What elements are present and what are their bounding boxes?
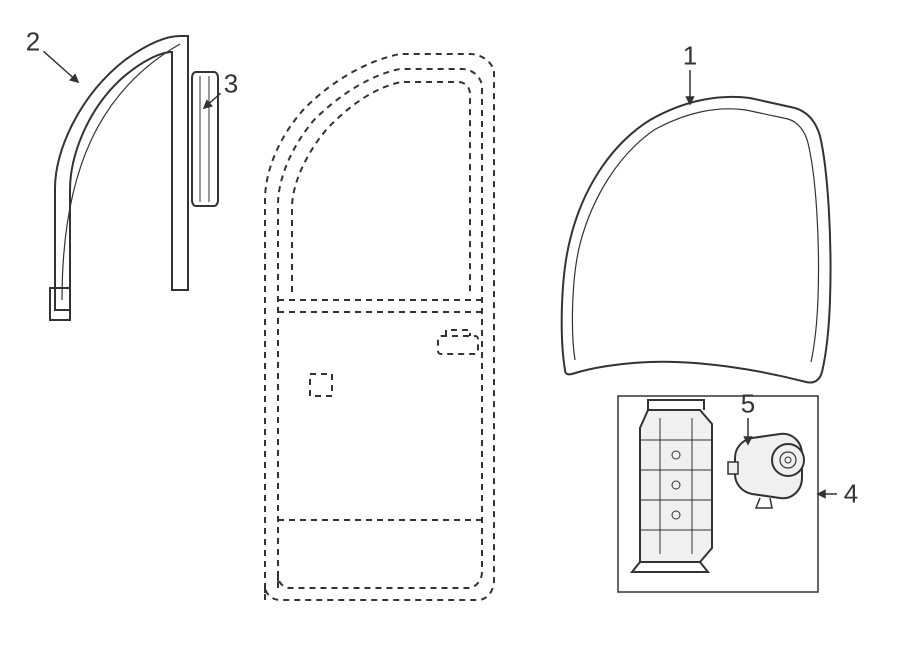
part-1-door-glass bbox=[562, 97, 831, 383]
diagram-svg bbox=[0, 0, 900, 661]
callout-5: 5 bbox=[741, 389, 755, 420]
regulator-rail bbox=[632, 400, 712, 572]
callout-1: 1 bbox=[683, 41, 697, 72]
door-shell-phantom bbox=[265, 54, 494, 600]
part-5-window-motor bbox=[728, 434, 804, 508]
callout-3: 3 bbox=[224, 69, 238, 100]
part-3-pillar-trim bbox=[192, 72, 218, 206]
callout-2: 2 bbox=[26, 27, 40, 58]
part-4-regulator-assembly bbox=[618, 396, 818, 592]
callout-4: 4 bbox=[844, 479, 858, 510]
callout-leaders bbox=[43, 51, 837, 497]
parts-diagram: 1 2 3 4 5 bbox=[0, 0, 900, 661]
